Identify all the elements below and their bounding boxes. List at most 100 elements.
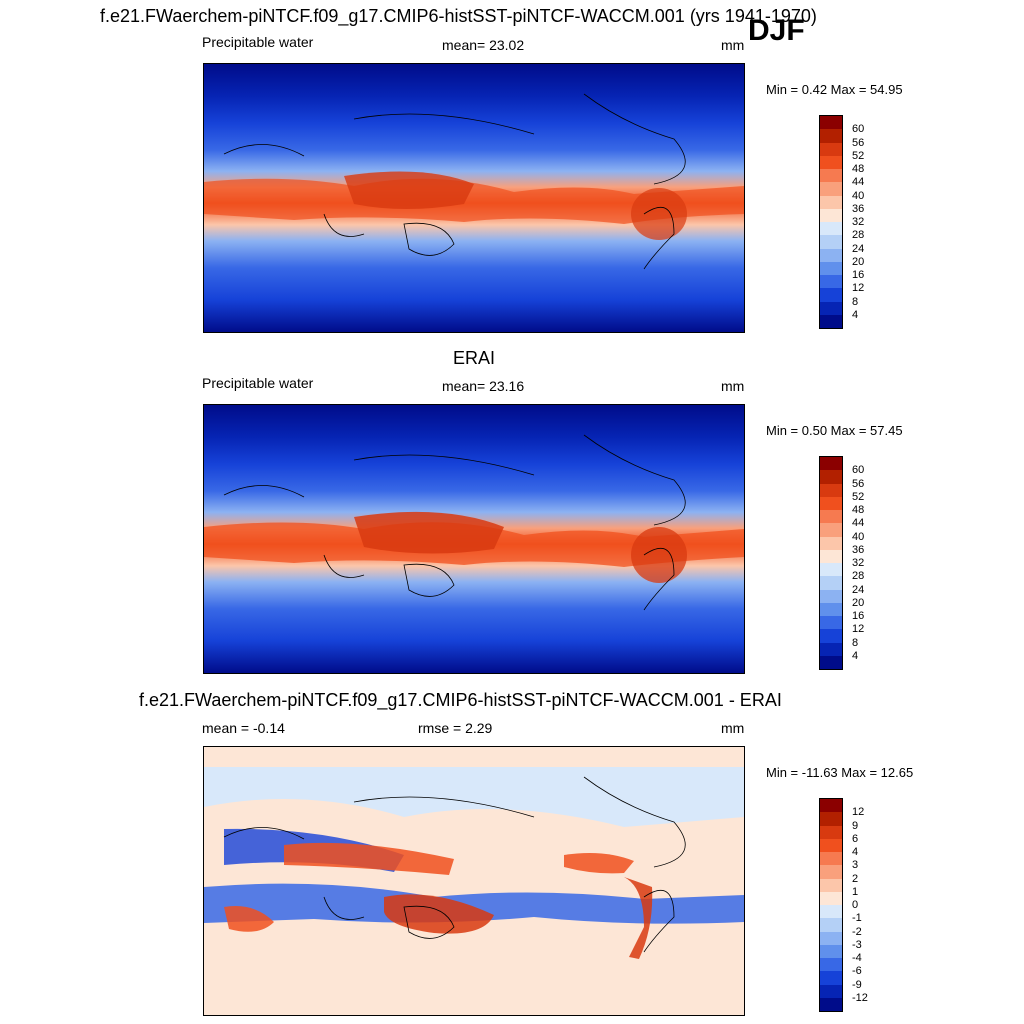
colorbar-segment bbox=[820, 182, 842, 196]
colorbar-tick-label: 28 bbox=[852, 229, 865, 242]
colorbar-tick-label: 32 bbox=[852, 216, 865, 228]
colorbar-segment bbox=[820, 918, 842, 932]
colorbar-tick-label: 40 bbox=[852, 189, 865, 202]
colorbar-tick-label: 16 bbox=[852, 269, 865, 281]
colorbar-tick-label: 36 bbox=[852, 543, 865, 556]
panel1-left-label: Precipitable water bbox=[202, 34, 314, 50]
panel2-map-svg bbox=[204, 405, 744, 673]
colorbar-segment bbox=[820, 971, 842, 985]
panel2-minmax: Min = 0.50 Max = 57.45 bbox=[766, 423, 903, 438]
panel3-map-svg bbox=[204, 747, 744, 1015]
colorbar-segment bbox=[820, 958, 842, 972]
colorbar-segment bbox=[820, 984, 842, 998]
colorbar-segment bbox=[820, 563, 842, 577]
colorbar-tick-label: 12 bbox=[852, 282, 865, 295]
colorbar-tick-label: 40 bbox=[852, 530, 865, 543]
colorbar-segment bbox=[820, 248, 842, 262]
colorbar-tick-label: 1 bbox=[852, 885, 859, 898]
season-label: DJF bbox=[748, 14, 805, 47]
colorbar-tick-label: -6 bbox=[852, 965, 862, 978]
colorbar-tick-label: 24 bbox=[852, 583, 865, 596]
colorbar-tick-label: 36 bbox=[852, 202, 865, 215]
colorbar-tick-label: 6 bbox=[852, 832, 859, 845]
colorbar-segment bbox=[820, 997, 842, 1011]
panel1-mean-label: mean= 23.02 bbox=[442, 37, 525, 53]
colorbar-segment bbox=[820, 852, 842, 866]
colorbar-segment bbox=[820, 905, 842, 919]
colorbar-tick-label: 28 bbox=[852, 570, 865, 583]
colorbar-tick-label: 4 bbox=[852, 308, 859, 321]
colorbar-tick-label: 56 bbox=[852, 136, 865, 149]
colorbar-segment bbox=[820, 483, 842, 497]
colorbar-segment bbox=[820, 602, 842, 616]
colorbar-segment bbox=[820, 865, 842, 879]
colorbar-segment bbox=[820, 616, 842, 630]
colorbar-tick-label: -9 bbox=[852, 978, 862, 991]
colorbar-segment bbox=[820, 169, 842, 183]
colorbar-segment bbox=[820, 129, 842, 143]
colorbar-segment bbox=[820, 878, 842, 892]
colorbar-segment bbox=[820, 629, 842, 643]
colorbar-tick-label: 48 bbox=[852, 163, 865, 175]
colorbar-segment bbox=[820, 222, 842, 236]
colorbar-tick-label: 52 bbox=[852, 490, 865, 503]
panel2-left-label: Precipitable water bbox=[202, 375, 314, 391]
panel2-mean-label: mean= 23.16 bbox=[442, 378, 525, 394]
colorbar-tick-label: 48 bbox=[852, 504, 865, 516]
colorbar-segment bbox=[820, 523, 842, 537]
panel2-units-label: mm bbox=[721, 378, 745, 394]
colorbar-tick-label: 32 bbox=[852, 557, 865, 569]
colorbar-tick-label: 12 bbox=[852, 623, 865, 636]
panel2-title: ERAI bbox=[453, 348, 496, 368]
panel1-map bbox=[203, 63, 745, 333]
panel1-map-svg bbox=[204, 64, 744, 332]
colorbar-segment bbox=[820, 825, 842, 839]
colorbar-tick-label: 4 bbox=[852, 649, 859, 662]
colorbar-segment bbox=[820, 944, 842, 958]
colorbar-tick-label: -1 bbox=[852, 912, 862, 925]
colorbar-tick-label: 3 bbox=[852, 859, 859, 872]
colorbar-tick-label: 16 bbox=[852, 610, 865, 622]
colorbar-tick-label: 44 bbox=[852, 517, 865, 530]
colorbar-segment bbox=[820, 838, 842, 852]
colorbar-tick-label: -4 bbox=[852, 952, 862, 964]
panel3-colorbar bbox=[819, 798, 843, 1012]
colorbar-segment bbox=[820, 655, 842, 669]
colorbar-tick-label: 20 bbox=[852, 596, 865, 609]
colorbar-tick-label: 24 bbox=[852, 242, 865, 255]
colorbar-segment bbox=[820, 496, 842, 510]
colorbar-segment bbox=[820, 812, 842, 826]
colorbar-segment bbox=[820, 142, 842, 156]
colorbar-segment bbox=[820, 799, 842, 813]
colorbar-segment bbox=[820, 891, 842, 905]
panel3-title: f.e21.FWaerchem-piNTCF.f09_g17.CMIP6-his… bbox=[139, 690, 782, 710]
colorbar-segment bbox=[820, 510, 842, 524]
colorbar-segment bbox=[820, 549, 842, 563]
colorbar-tick-label: -12 bbox=[852, 991, 868, 1004]
colorbar-segment bbox=[820, 195, 842, 209]
colorbar-tick-label: 4 bbox=[852, 846, 859, 858]
colorbar-tick-label: 52 bbox=[852, 149, 865, 162]
panel3-minmax: Min = -11.63 Max = 12.65 bbox=[766, 765, 914, 780]
panel1-minmax: Min = 0.42 Max = 54.95 bbox=[766, 82, 903, 97]
colorbar-tick-label: 2 bbox=[852, 872, 859, 885]
panel1-units-label: mm bbox=[721, 37, 745, 53]
panel2-colorbar bbox=[819, 456, 843, 670]
colorbar-tick-label: -2 bbox=[852, 925, 862, 938]
colorbar-segment bbox=[820, 235, 842, 249]
colorbar-tick-label: 60 bbox=[852, 123, 865, 136]
colorbar-segment bbox=[820, 301, 842, 315]
colorbar-tick-label: 44 bbox=[852, 176, 865, 189]
colorbar-segment bbox=[820, 457, 842, 471]
colorbar-segment bbox=[820, 576, 842, 590]
colorbar-segment bbox=[820, 208, 842, 222]
colorbar-tick-label: 60 bbox=[852, 464, 865, 477]
colorbar-segment bbox=[820, 314, 842, 328]
colorbar-tick-label: 12 bbox=[852, 806, 865, 819]
panel3-rmse-label: rmse = 2.29 bbox=[418, 720, 493, 736]
colorbar-segment bbox=[820, 275, 842, 289]
colorbar-tick-label: 8 bbox=[852, 636, 859, 649]
colorbar-tick-label: -3 bbox=[852, 938, 862, 951]
colorbar-tick-label: 9 bbox=[852, 819, 859, 832]
colorbar-segment bbox=[820, 642, 842, 656]
